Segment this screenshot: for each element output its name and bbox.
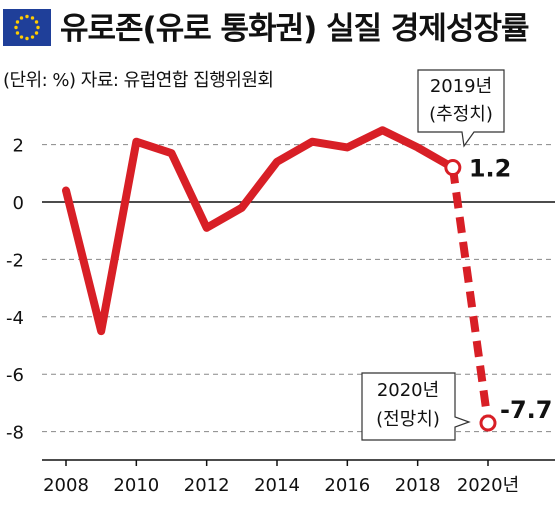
y-tick-label: -2 [6,250,24,271]
callout-2019: 2019년 (추정치) [417,69,505,148]
y-tick-label: -6 [6,365,24,386]
eu-star [30,16,35,20]
eu-star [14,25,18,30]
series-line-actual [62,126,457,336]
eu-star [19,16,24,20]
x-tick-label: 2018 [395,475,441,496]
eu-star [34,31,39,35]
y-tick-label: 0 [13,193,24,214]
y-tick-label: 2 [13,136,24,157]
callout-2020: 2020년 (전망치) [361,372,471,441]
callout-box-2020 [361,372,471,441]
x-tick-label: 2012 [184,475,230,496]
y-tick-label: -4 [6,308,24,329]
series-layer [62,126,497,432]
y-tick-label: -8 [6,423,24,444]
x-tick-label: 2020년 [457,475,519,496]
data-point [479,414,497,432]
eu-star [36,25,40,30]
chart-title: 유로존(유로 통화권) 실질 경제성장률 [60,11,530,47]
data-point [444,159,462,177]
callout-text-2019: 2019년 [430,76,492,97]
eu-flag-icon [3,9,51,46]
eu-star [25,14,29,19]
x-tick-label: 2016 [324,475,370,496]
callout-text-2020: 2020년 [377,380,439,401]
series-line-forecast [448,167,492,424]
eu-stars [14,14,40,41]
annotations: 2019년 (추정치) 1.2 2020년 (전망치) -7.7 [361,69,552,441]
value-label-2020: -7.7 [500,396,552,424]
eu-star [19,35,24,39]
callout-box-2019 [417,69,505,148]
grid-lines [42,144,555,461]
eu-star [15,31,20,35]
callout-note-2019: (추정치) [429,104,493,125]
eu-star [30,35,35,39]
chart-source-note: (단위: %) 자료: 유럽연합 집행위원회 [3,70,274,91]
eu-star [15,20,20,24]
eu-star [25,36,29,41]
x-tick-label: 2008 [43,475,89,496]
y-axis-ticks: 2 0 -2 -4 -6 -8 [6,136,24,444]
value-label-2019: 1.2 [469,155,512,183]
x-tick-label: 2010 [113,475,159,496]
x-axis-ticks: 2008 2010 2012 2014 2016 2018 2020년 [43,460,519,496]
x-tick-label: 2014 [254,475,300,496]
eu-star [34,20,39,24]
callout-note-2020: (전망치) [376,409,440,430]
